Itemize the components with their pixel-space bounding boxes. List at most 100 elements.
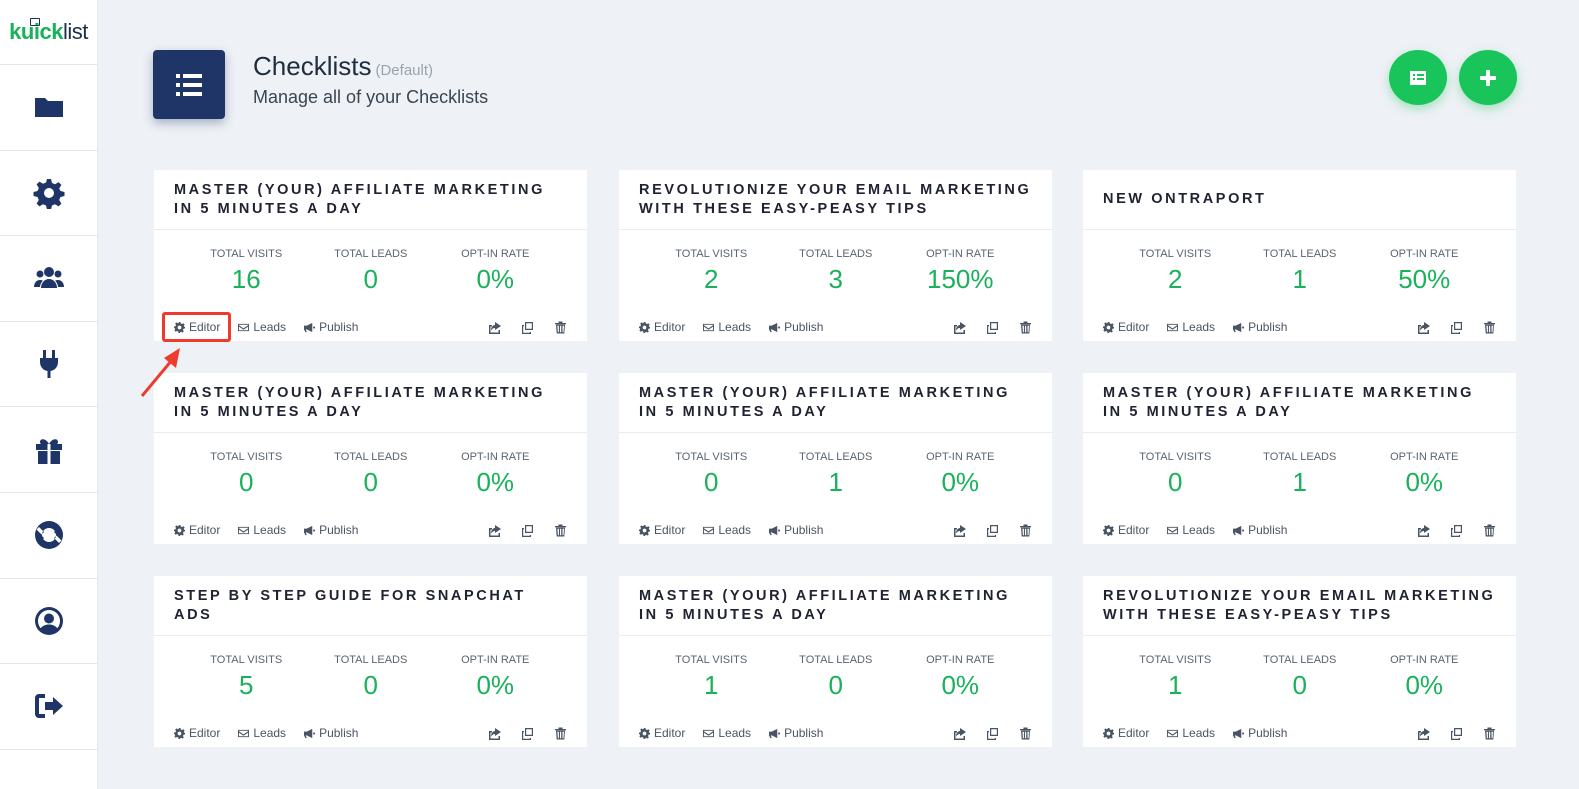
logo-text-kuick: kuick (9, 19, 63, 44)
delete-button[interactable] (554, 321, 567, 334)
sidebar-item-support[interactable] (0, 493, 97, 579)
checklist-title[interactable]: REVOLUTIONIZE YOUR EMAIL MARKETING WITH … (1083, 576, 1516, 636)
templates-button[interactable] (1389, 50, 1447, 105)
stat-label: TOTAL VISITS (675, 451, 748, 463)
share-button[interactable] (1417, 727, 1430, 740)
publish-button[interactable]: Publish (304, 523, 358, 537)
leads-button[interactable]: Leads (703, 320, 751, 334)
delete-button[interactable] (1483, 524, 1496, 537)
checklist-title[interactable]: MASTER (YOUR) AFFILIATE MARKETING IN 5 M… (154, 170, 587, 230)
checklist-title[interactable]: MASTER (YOUR) AFFILIATE MARKETING IN 5 M… (619, 576, 1052, 636)
gear-icon (174, 727, 185, 739)
stat-label: OPT-IN RATE (461, 248, 530, 260)
duplicate-button[interactable] (1450, 321, 1463, 334)
lifebuoy-icon (34, 521, 63, 550)
plug-icon (39, 350, 58, 379)
sidebar-item-users[interactable] (0, 236, 97, 322)
publish-label: Publish (1248, 320, 1288, 334)
sidebar-item-logout[interactable] (0, 664, 97, 750)
stat-label: TOTAL VISITS (210, 248, 283, 260)
stat-label: TOTAL VISITS (1139, 654, 1212, 666)
stat-total-visits: TOTAL VISITS 1 (1113, 654, 1238, 701)
editor-button[interactable]: Editor (174, 320, 220, 334)
leads-button[interactable]: Leads (703, 523, 751, 537)
sidebar-item-settings[interactable] (0, 151, 97, 237)
stat-value: 1 (704, 670, 719, 700)
card-actions: Editor Leads Publish (639, 725, 1032, 741)
add-checklist-button[interactable] (1459, 50, 1517, 105)
sidebar-item-rewards[interactable] (0, 407, 97, 493)
sidebar-item-folders[interactable] (0, 65, 97, 151)
checklist-title[interactable]: MASTER (YOUR) AFFILIATE MARKETING IN 5 M… (619, 373, 1052, 433)
share-button[interactable] (488, 727, 501, 740)
publish-label: Publish (319, 320, 359, 334)
publish-button[interactable]: Publish (769, 320, 823, 334)
sidebar-item-account[interactable] (0, 579, 97, 665)
delete-button[interactable] (1019, 727, 1032, 740)
stat-label: TOTAL LEADS (334, 451, 408, 463)
editor-button[interactable]: Editor (639, 523, 685, 537)
leads-button[interactable]: Leads (1167, 726, 1215, 740)
leads-button[interactable]: Leads (238, 523, 286, 537)
delete-button[interactable] (1483, 727, 1496, 740)
copy-icon (522, 524, 533, 537)
publish-button[interactable]: Publish (1233, 320, 1287, 334)
leads-label: Leads (718, 523, 752, 537)
checklist-title[interactable]: NEW ONTRAPORT (1083, 170, 1516, 230)
leads-button[interactable]: Leads (1167, 320, 1215, 334)
editor-button[interactable]: Editor (1103, 523, 1149, 537)
trash-icon (555, 524, 566, 536)
share-button[interactable] (953, 727, 966, 740)
duplicate-button[interactable] (986, 321, 999, 334)
editor-button[interactable]: Editor (1103, 320, 1149, 334)
duplicate-button[interactable] (521, 727, 534, 740)
duplicate-button[interactable] (1450, 524, 1463, 537)
stat-value: 0 (363, 670, 378, 700)
publish-button[interactable]: Publish (769, 726, 823, 740)
duplicate-button[interactable] (986, 524, 999, 537)
leads-label: Leads (253, 320, 287, 334)
share-button[interactable] (488, 524, 501, 537)
editor-button[interactable]: Editor (1103, 726, 1149, 740)
editor-button[interactable]: Editor (639, 320, 685, 334)
delete-button[interactable] (1019, 524, 1032, 537)
delete-button[interactable] (554, 727, 567, 740)
checklist-title[interactable]: REVOLUTIONIZE YOUR EMAIL MARKETING WITH … (619, 170, 1052, 230)
leads-button[interactable]: Leads (1167, 523, 1215, 537)
share-button[interactable] (488, 321, 501, 334)
duplicate-button[interactable] (1450, 727, 1463, 740)
publish-button[interactable]: Publish (1233, 523, 1287, 537)
duplicate-button[interactable] (521, 321, 534, 334)
bullhorn-icon (304, 728, 316, 738)
duplicate-button[interactable] (986, 727, 999, 740)
page-title-text: Checklists (253, 51, 372, 81)
editor-button[interactable]: Editor (639, 726, 685, 740)
share-button[interactable] (953, 524, 966, 537)
duplicate-button[interactable] (521, 524, 534, 537)
publish-button[interactable]: Publish (304, 320, 358, 334)
delete-button[interactable] (554, 524, 567, 537)
checklist-title[interactable]: MASTER (YOUR) AFFILIATE MARKETING IN 5 M… (1083, 373, 1516, 433)
publish-button[interactable]: Publish (769, 523, 823, 537)
share-button[interactable] (1417, 524, 1430, 537)
card-actions: Editor Leads Publish (1103, 522, 1496, 538)
editor-label: Editor (654, 320, 686, 334)
share-button[interactable] (1417, 321, 1430, 334)
logo-flag-icon (30, 18, 40, 26)
editor-button[interactable]: Editor (174, 523, 220, 537)
share-button[interactable] (953, 321, 966, 334)
checklist-title[interactable]: MASTER (YOUR) AFFILIATE MARKETING IN 5 M… (154, 373, 587, 433)
leads-button[interactable]: Leads (238, 726, 286, 740)
stat-opt-in-rate: OPT-IN RATE 150% (898, 248, 1023, 295)
delete-button[interactable] (1019, 321, 1032, 334)
publish-button[interactable]: Publish (1233, 726, 1287, 740)
sidebar-item-integrations[interactable] (0, 322, 97, 408)
checklist-title[interactable]: STEP BY STEP GUIDE FOR SNAPCHAT ADS (154, 576, 587, 636)
app-logo[interactable]: kuick list (0, 0, 97, 65)
delete-button[interactable] (1483, 321, 1496, 334)
envelope-icon (703, 323, 715, 331)
leads-button[interactable]: Leads (703, 726, 751, 740)
leads-button[interactable]: Leads (238, 320, 286, 334)
editor-button[interactable]: Editor (174, 726, 220, 740)
publish-button[interactable]: Publish (304, 726, 358, 740)
